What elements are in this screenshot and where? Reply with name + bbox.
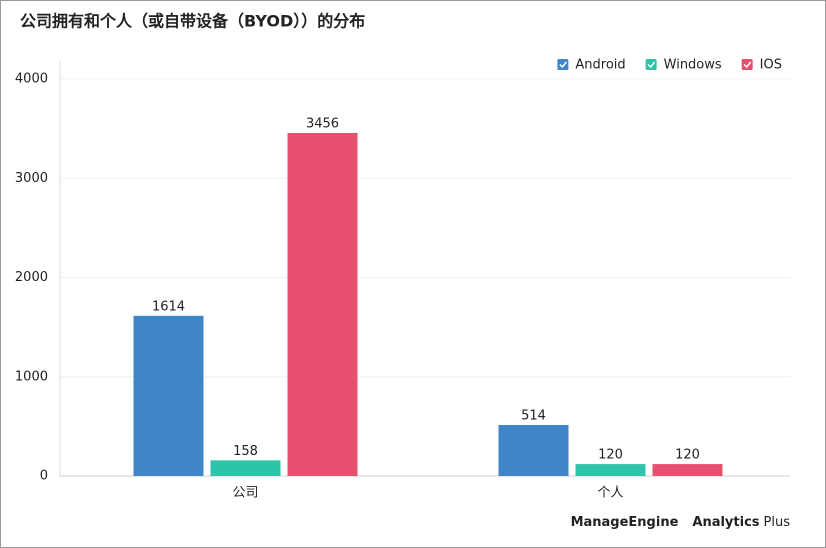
bar [210,460,281,476]
data-label: 3456 [306,116,339,131]
data-label: 120 [598,448,623,463]
bar [575,464,646,476]
legend-swatch [645,59,657,70]
data-label: 158 [233,444,258,459]
legend-swatch [741,59,753,70]
legend-label: Android [575,58,625,73]
y-tick-label: 3000 [15,171,48,186]
footer-brand: ManageEngine [571,515,679,530]
legend-label: Windows [664,58,722,73]
footer-product: Analytics [692,515,759,530]
legend-check [743,61,752,69]
legend-label: IOS [760,58,782,73]
legend-check [647,61,656,69]
footer-suffix: Plus [764,515,791,530]
bar [287,132,358,476]
legend-check [559,61,567,69]
y-tick-label: 2000 [15,270,48,285]
bar [498,424,569,476]
chart-title: 公司拥有和个人（或自带设备（BYOD））的分布 [20,12,365,31]
data-label: 514 [521,408,546,423]
x-tick-label: 个人 [597,486,623,501]
y-tick-label: 0 [40,469,48,484]
legend-swatch [557,59,569,70]
data-label: 120 [675,448,700,463]
footer: ManageEngine Analytics Plus [571,515,791,530]
bar [652,464,723,476]
y-tick-label: 4000 [15,72,48,87]
x-tick-label: 公司 [232,486,258,501]
bar [133,315,204,476]
y-tick-label: 1000 [15,369,48,384]
data-label: 1614 [152,299,185,314]
